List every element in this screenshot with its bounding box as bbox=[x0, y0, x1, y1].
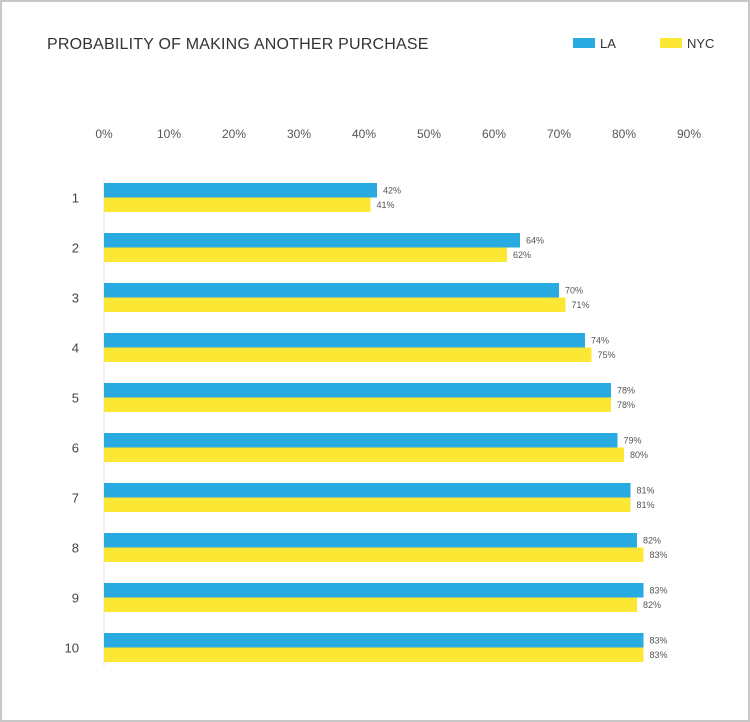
category-label: 2 bbox=[72, 241, 79, 256]
legend-label-nyc: NYC bbox=[687, 36, 714, 51]
x-tick-label: 10% bbox=[157, 127, 181, 141]
chart-title: PROBABILITY OF MAKING ANOTHER PURCHASE bbox=[47, 36, 429, 53]
category-label: 7 bbox=[72, 491, 79, 506]
legend-swatch-nyc bbox=[660, 38, 682, 48]
bar-la bbox=[104, 383, 611, 398]
bar-la bbox=[104, 533, 637, 548]
data-labels: 42% 41% 64% 62% 70% 71% 74% 75% 78% 78% 79% 80% 81% 8… bbox=[377, 185, 668, 660]
x-tick-label: 40% bbox=[352, 127, 376, 141]
x-tick-label: 50% bbox=[417, 127, 441, 141]
category-label: 3 bbox=[72, 291, 79, 306]
data-label-nyc: 71% bbox=[572, 300, 590, 310]
bar-la bbox=[104, 633, 644, 648]
bar-nyc bbox=[104, 297, 566, 312]
bar-nyc bbox=[104, 647, 644, 662]
legend-label-la: LA bbox=[600, 36, 616, 51]
bar-la bbox=[104, 333, 585, 348]
data-label-la: 79% bbox=[624, 435, 642, 445]
category-label: 4 bbox=[72, 341, 79, 356]
bars bbox=[104, 183, 644, 662]
x-tick-label: 60% bbox=[482, 127, 506, 141]
data-label-la: 74% bbox=[591, 335, 609, 345]
category-label: 6 bbox=[72, 441, 79, 456]
bar-nyc bbox=[104, 247, 507, 262]
legend-swatch-la bbox=[573, 38, 595, 48]
data-label-nyc: 75% bbox=[598, 350, 616, 360]
data-label-la: 64% bbox=[526, 235, 544, 245]
category-label: 8 bbox=[72, 541, 79, 556]
data-label-nyc: 82% bbox=[643, 600, 661, 610]
category-label: 1 bbox=[72, 191, 79, 206]
bar-nyc bbox=[104, 547, 644, 562]
category-labels: 1 2 3 4 5 6 7 8 9 10 bbox=[65, 191, 79, 656]
data-label-la: 78% bbox=[617, 385, 635, 395]
x-tick-label: 80% bbox=[612, 127, 636, 141]
bar-la bbox=[104, 283, 559, 298]
x-tick-label: 70% bbox=[547, 127, 571, 141]
data-label-nyc: 62% bbox=[513, 250, 531, 260]
bar-nyc bbox=[104, 197, 371, 212]
data-label-nyc: 41% bbox=[377, 200, 395, 210]
x-tick-label: 20% bbox=[222, 127, 246, 141]
bar-nyc bbox=[104, 497, 631, 512]
data-label-nyc: 83% bbox=[650, 550, 668, 560]
data-label-la: 83% bbox=[650, 585, 668, 595]
category-label: 5 bbox=[72, 391, 79, 406]
bar-nyc bbox=[104, 447, 624, 462]
data-label-la: 70% bbox=[565, 285, 583, 295]
data-label-nyc: 78% bbox=[617, 400, 635, 410]
x-tick-label: 0% bbox=[95, 127, 113, 141]
data-label-la: 83% bbox=[650, 635, 668, 645]
legend: LA NYC bbox=[573, 36, 714, 51]
bar-la bbox=[104, 483, 631, 498]
bar-la bbox=[104, 583, 644, 598]
x-tick-label: 30% bbox=[287, 127, 311, 141]
data-label-la: 82% bbox=[643, 535, 661, 545]
bar-la bbox=[104, 183, 377, 198]
data-label-nyc: 81% bbox=[637, 500, 655, 510]
category-label: 10 bbox=[65, 641, 79, 656]
bar-la bbox=[104, 233, 520, 248]
data-label-la: 81% bbox=[637, 485, 655, 495]
bar-nyc bbox=[104, 397, 611, 412]
x-axis-ticks: 0% 10% 20% 30% 40% 50% 60% 70% 80% 90% bbox=[95, 127, 701, 141]
bar-nyc bbox=[104, 347, 592, 362]
data-label-nyc: 83% bbox=[650, 650, 668, 660]
data-label-nyc: 80% bbox=[630, 450, 648, 460]
data-label-la: 42% bbox=[383, 185, 401, 195]
x-tick-label: 90% bbox=[677, 127, 701, 141]
bar-la bbox=[104, 433, 618, 448]
bar-nyc bbox=[104, 597, 637, 612]
category-label: 9 bbox=[72, 591, 79, 606]
